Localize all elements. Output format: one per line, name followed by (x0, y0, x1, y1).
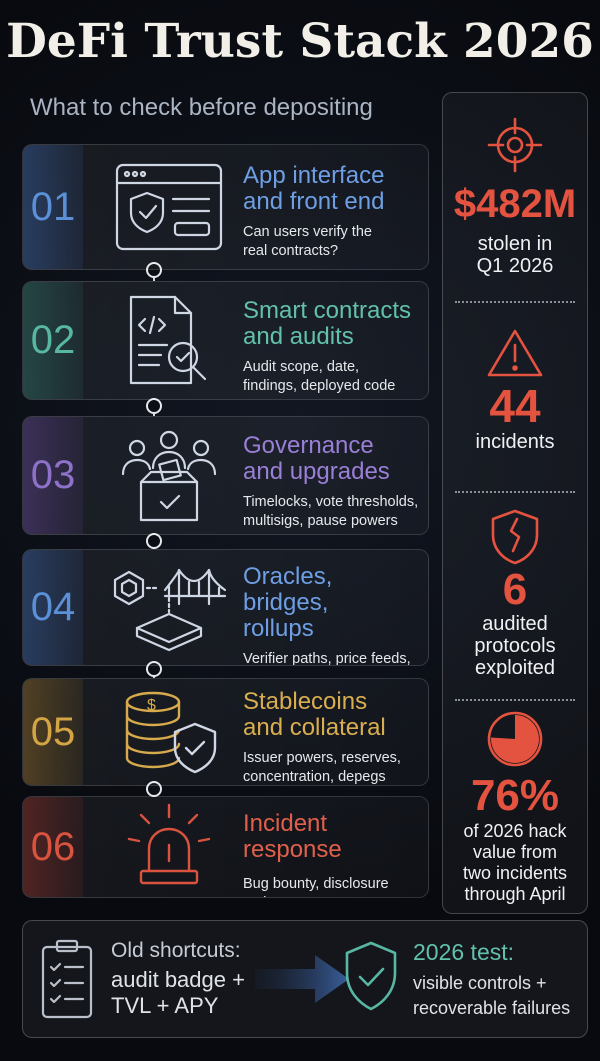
step-03-governance: 03 Governance and upgrades Timelocks, vo… (22, 416, 429, 535)
page-subtitle: What to check before depositing (30, 94, 373, 121)
stat-incidents: 44 incidents (443, 327, 587, 453)
stats-panel: $482M stolen in Q1 2026 44 incidents 6 a… (442, 92, 588, 914)
old-shortcuts-desc: audit badge + TVL + APY (111, 967, 245, 1018)
step-description: Bug bounty, disclosure path, whitehat ru… (243, 876, 389, 897)
code-document-magnifier-icon (85, 282, 253, 399)
connector-dot (146, 661, 162, 677)
stat-value: 76% (470, 771, 560, 820)
step-title: App interface and front end (243, 162, 385, 215)
old-shortcuts-label: Old shortcuts: (111, 939, 241, 962)
step-02-smart-contracts: 02 Smart contracts and audits Audit scop… (22, 281, 429, 400)
oracle-bridge-layer-icon (85, 550, 253, 665)
new-test-label: 2026 test: (413, 939, 515, 965)
step-06-incident-response: 06 Incident response Bug bounty, disclos… (22, 796, 429, 898)
stat-label: of 2026 hack value from two incidents th… (462, 821, 568, 904)
step-title: Smart contracts and audits (243, 297, 412, 350)
alarm-siren-icon (85, 797, 253, 897)
svg-text:$: $ (147, 697, 156, 714)
warning-triangle-icon (487, 329, 543, 377)
step-number: 06 (23, 797, 83, 897)
step-description: Audit scope, date, findings, deployed co… (243, 359, 396, 394)
step-04-oracles-bridges: 04 Oracles, bridges, rollups Verifier pa… (22, 549, 429, 666)
coin-stack-shield-icon: $ (85, 679, 253, 785)
stat-divider (455, 699, 575, 701)
stat-label: audited protocols exploited (474, 613, 556, 679)
step-title: Stablecoins and collateral (243, 688, 386, 741)
step-number: 04 (23, 550, 83, 665)
step-number: 02 (23, 282, 83, 399)
stat-label: stolen in Q1 2026 (476, 233, 554, 277)
connector-dot (146, 262, 162, 278)
stat-audited-exploited: 6 audited protocols exploited (443, 507, 587, 679)
step-05-stablecoins: 05 $ Stablecoins and collateral Issuer p… (22, 678, 429, 786)
step-title: Governance and upgrades (243, 432, 390, 485)
stat-value: $482M (453, 182, 577, 226)
stat-value: 44 (489, 380, 541, 432)
check-shield-icon (345, 941, 397, 1011)
people-ballot-box-icon (85, 417, 253, 534)
stat-hack-concentration: 76% of 2026 hack value from two incident… (443, 709, 587, 905)
cracked-shield-icon (491, 509, 539, 565)
stat-divider (455, 491, 575, 493)
pie-chart-icon (487, 711, 543, 767)
stat-divider (455, 301, 575, 303)
step-01-app-interface: 01 App interface and front end Can users… (22, 144, 429, 270)
comparison-banner: Old shortcuts: audit badge + TVL + APY 2… (22, 920, 588, 1038)
page-title: DeFi Trust Stack 2026 (6, 14, 594, 69)
step-title: Oracles, bridges, rollups (243, 563, 333, 642)
step-description: Verifier paths, price feeds, escape hatc… (243, 651, 411, 666)
arrow-icon (255, 951, 351, 1007)
step-number: 01 (23, 145, 83, 269)
connector-dot (146, 781, 162, 797)
target-crosshair-icon (487, 117, 543, 173)
connector-dot (146, 398, 162, 414)
stat-value: 6 (502, 565, 528, 614)
step-description: Issuer powers, reserves, concentration, … (243, 750, 401, 785)
stat-stolen: $482M stolen in Q1 2026 (443, 117, 587, 277)
browser-shield-icon (85, 145, 253, 269)
step-title: Incident response (243, 810, 342, 863)
step-description: Timelocks, vote thresholds, multisigs, p… (243, 494, 419, 529)
step-number: 03 (23, 417, 83, 534)
step-number: 05 (23, 679, 83, 785)
new-test-desc: visible controls + recoverable failures (413, 973, 571, 1018)
step-description: Can users verify the real contracts? (243, 224, 372, 259)
checklist-clipboard-icon (41, 939, 93, 1019)
stat-label: incidents (475, 431, 555, 453)
connector-dot (146, 533, 162, 549)
